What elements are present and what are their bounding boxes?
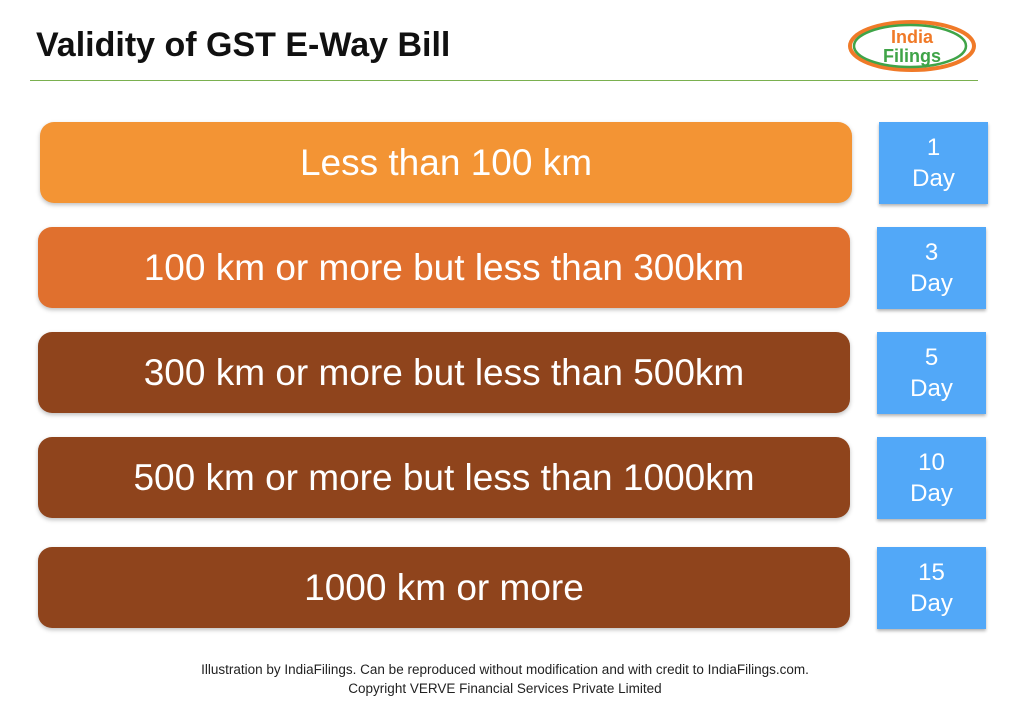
distance-range-bar: 500 km or more but less than 1000km <box>38 437 850 518</box>
distance-range-bar: 1000 km or more <box>38 547 850 628</box>
validity-days-box: 5 Day <box>877 332 986 414</box>
validity-number: 5 <box>924 344 939 371</box>
indiafilings-logo: India Filings <box>848 20 976 72</box>
logo-text-india: India <box>891 27 934 47</box>
footer-copyright: Copyright VERVE Financial Services Priva… <box>348 681 662 696</box>
validity-number: 15 <box>918 559 945 586</box>
validity-days-box: 3 Day <box>877 227 986 309</box>
validity-unit: Day <box>910 375 953 402</box>
validity-days-box: 15 Day <box>877 547 986 629</box>
validity-number: 1 <box>926 134 941 161</box>
validity-days-box: 1 Day <box>879 122 988 204</box>
page-title: Validity of GST E-Way Bill <box>36 26 451 64</box>
distance-range-bar: Less than 100 km <box>40 122 852 203</box>
distance-range-bar: 100 km or more but less than 300km <box>38 227 850 308</box>
logo-text-filings: Filings <box>883 46 941 66</box>
footer-credit: Illustration by IndiaFilings. Can be rep… <box>201 662 809 677</box>
validity-unit: Day <box>912 165 955 192</box>
validity-unit: Day <box>910 590 953 617</box>
validity-unit: Day <box>910 480 953 507</box>
title-divider <box>30 80 978 81</box>
validity-days-box: 10 Day <box>877 437 986 519</box>
validity-number: 3 <box>924 239 939 266</box>
distance-range-bar: 300 km or more but less than 500km <box>38 332 850 413</box>
footer: Illustration by IndiaFilings. Can be rep… <box>0 660 1010 698</box>
validity-number: 10 <box>918 449 945 476</box>
validity-unit: Day <box>910 270 953 297</box>
